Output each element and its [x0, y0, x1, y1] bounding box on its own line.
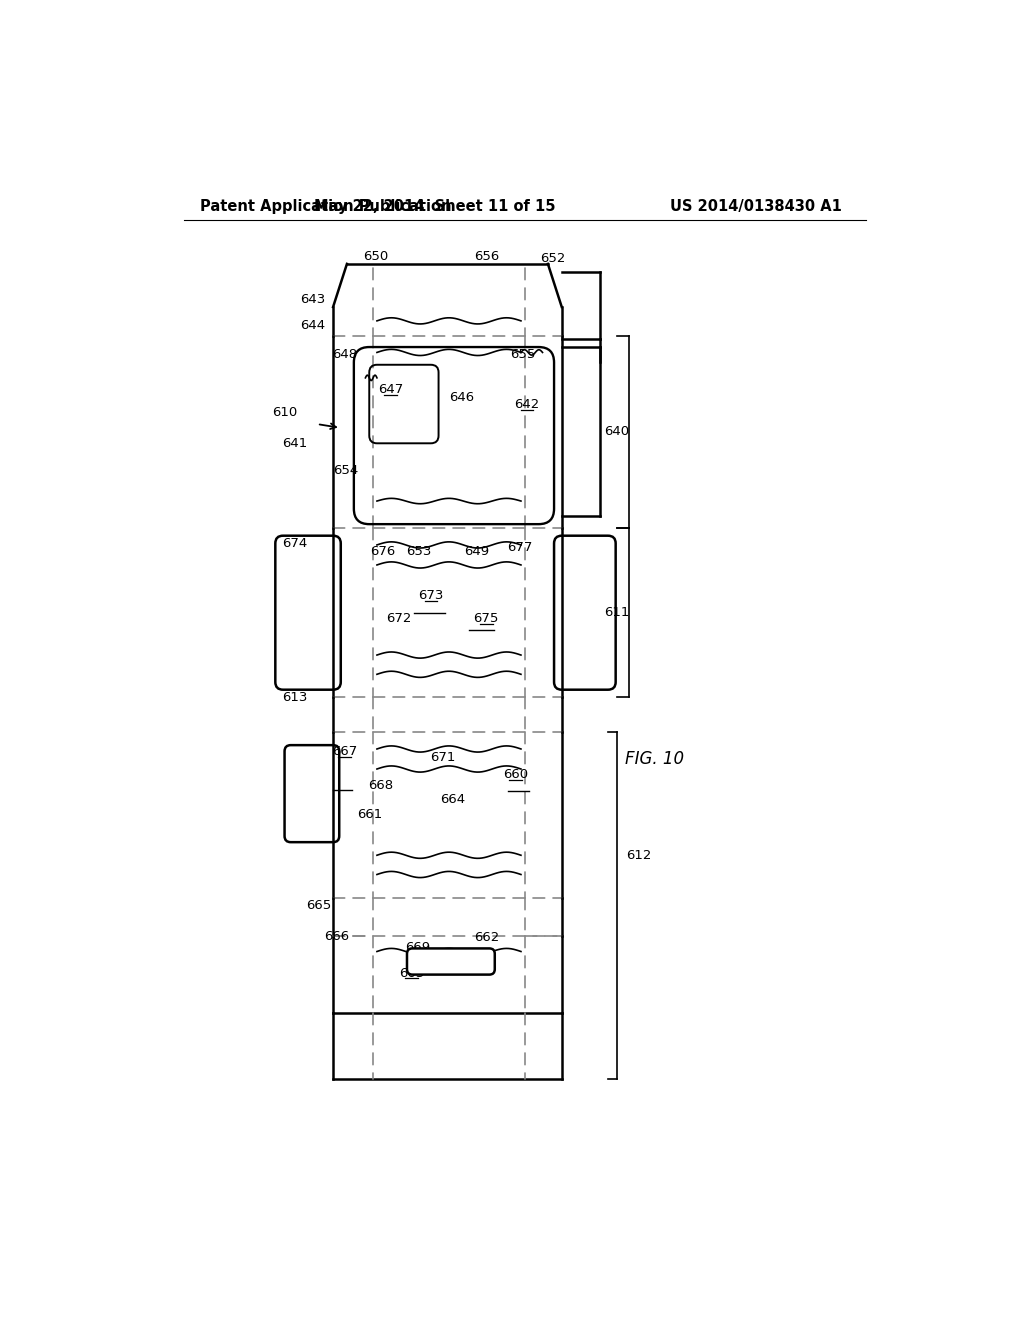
Text: 652: 652: [540, 252, 565, 265]
Text: 662: 662: [474, 931, 499, 944]
Text: 676: 676: [371, 545, 395, 557]
Text: 666: 666: [325, 929, 349, 942]
Text: 667: 667: [332, 744, 357, 758]
Text: 655: 655: [511, 348, 536, 362]
Text: 613: 613: [282, 690, 307, 704]
Text: 641: 641: [282, 437, 307, 450]
Text: 669: 669: [406, 941, 430, 954]
Text: 649: 649: [465, 545, 489, 557]
Text: 654: 654: [334, 463, 358, 477]
Text: 660: 660: [503, 768, 528, 781]
Text: 668: 668: [369, 779, 393, 792]
Text: May 22, 2014  Sheet 11 of 15: May 22, 2014 Sheet 11 of 15: [314, 198, 555, 214]
Text: 653: 653: [407, 545, 432, 557]
Text: 640: 640: [604, 425, 629, 438]
Text: 656: 656: [474, 251, 499, 264]
Text: 672: 672: [386, 612, 412, 626]
Text: 673: 673: [418, 589, 443, 602]
Text: 611: 611: [604, 606, 629, 619]
Text: 664: 664: [440, 792, 465, 805]
Text: 677: 677: [507, 541, 532, 554]
Text: 663: 663: [399, 966, 424, 979]
Text: 671: 671: [430, 751, 455, 764]
Text: 661: 661: [356, 808, 382, 821]
Text: 612: 612: [626, 849, 651, 862]
Text: Patent Application Publication: Patent Application Publication: [200, 198, 452, 214]
Text: 665: 665: [306, 899, 332, 912]
Text: 643: 643: [300, 293, 326, 306]
Text: 650: 650: [362, 251, 388, 264]
Text: FIG. 10: FIG. 10: [625, 750, 684, 768]
Text: 646: 646: [450, 391, 474, 404]
Text: 610: 610: [272, 407, 297, 418]
Text: 648: 648: [332, 348, 357, 362]
Text: 644: 644: [300, 319, 326, 333]
Text: 647: 647: [378, 383, 403, 396]
Text: US 2014/0138430 A1: US 2014/0138430 A1: [670, 198, 842, 214]
FancyBboxPatch shape: [407, 949, 495, 974]
Text: 675: 675: [474, 612, 499, 626]
Text: 674: 674: [282, 537, 307, 550]
Text: 642: 642: [514, 399, 540, 412]
